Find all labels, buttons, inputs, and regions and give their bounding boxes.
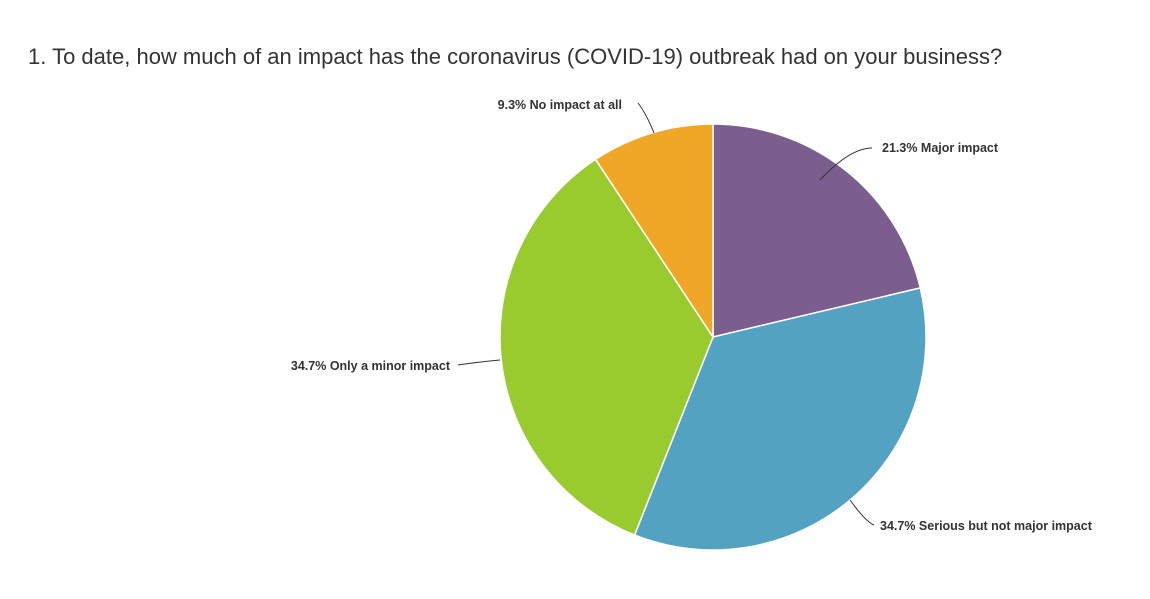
- pie-slices: [499, 123, 927, 551]
- label-major-impact: 21.3% Major impact: [882, 141, 999, 155]
- slice-no-impact[interactable]: [594, 123, 714, 340]
- leader-line-slice-serious-impact: [849, 499, 875, 526]
- chart-title: 1. To date, how much of an impact has th…: [28, 44, 1003, 69]
- slice-major-impact[interactable]: [712, 123, 922, 338]
- slice-serious-impact[interactable]: [633, 287, 927, 551]
- label-serious-impact: 34.7% Serious but not major impact: [880, 519, 1093, 533]
- label-minor-impact: 34.7% Only a minor impact: [291, 359, 451, 373]
- leader-line-slice-major-impact: [819, 147, 873, 181]
- leader-line-slice-minor-impact: [457, 359, 501, 366]
- slice-minor-impact[interactable]: [499, 158, 714, 537]
- label-no-impact: 9.3% No impact at all: [498, 98, 622, 112]
- leader-line-slice-no-impact: [637, 102, 655, 134]
- pie-leader-lines: [457, 102, 875, 526]
- pie-labels: 21.3% Major impact 34.7% Serious but not …: [291, 98, 1093, 533]
